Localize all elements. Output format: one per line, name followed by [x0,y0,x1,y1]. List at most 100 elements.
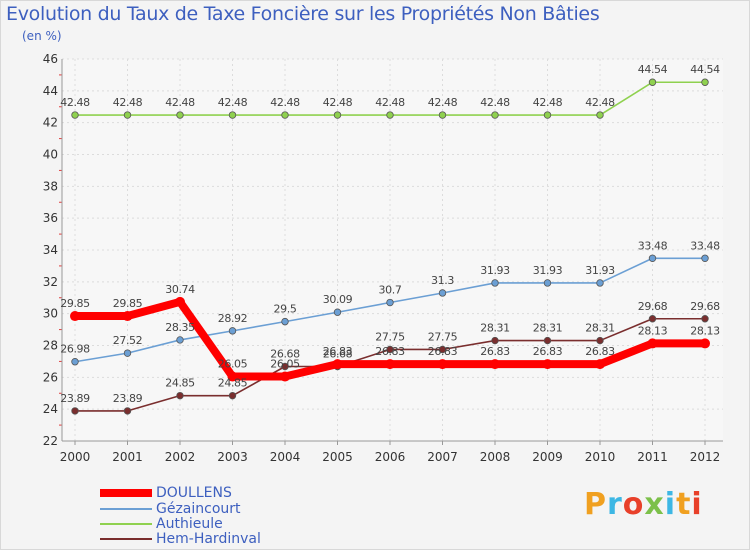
data-label-gezaincourt-2012: 33.48 [690,239,720,252]
data-point-authieule-2007 [438,111,447,119]
data-label-authieule-2006: 42.48 [375,96,405,109]
data-point-doullens-2004 [280,371,290,382]
data-label-gezaincourt-2006: 30.7 [379,284,402,297]
legend-label-authieule: Authieule [156,516,223,532]
data-point-authieule-2005 [333,111,342,119]
chart-data-labels: 29.85 29.85 30.74 26.05 26.05 26.83 26.83 26.83… [60,63,720,405]
data-label-authieule-2011: 44.54 [638,63,668,76]
data-label-authieule-2007: 42.48 [428,96,458,109]
data-label-gezaincourt-2001: 27.52 [113,334,143,347]
data-label-gezaincourt-2011: 33.48 [638,239,668,252]
y-tick-label-34: 34 [43,243,58,257]
x-tick-label-2002: 2002 [165,450,196,464]
data-label-authieule-2008: 42.48 [480,96,510,109]
data-label-authieule-2005: 42.48 [323,96,353,109]
y-tick-label-26: 26 [43,370,58,384]
data-point-hem-hardinval-2008 [491,336,499,345]
legend-label-doullens: DOULLENS [156,485,232,501]
data-point-gezaincourt-2009 [543,279,552,287]
data-point-doullens-2003 [227,371,238,382]
data-label-gezaincourt-2007: 31.3 [431,274,454,287]
data-point-gezaincourt-2001 [123,349,132,357]
x-tick-label-2003: 2003 [217,450,248,464]
data-point-gezaincourt-2004 [281,317,289,326]
x-tick-label-2010: 2010 [585,450,616,464]
data-point-gezaincourt-2003 [228,327,237,335]
data-label-doullens-2000: 29.85 [60,297,90,310]
data-label-gezaincourt-2009: 31.93 [533,264,563,277]
legend-label-gezaincourt: Gézaincourt [156,501,241,517]
data-point-authieule-2006 [386,111,394,119]
data-point-authieule-2003 [228,111,237,119]
chart-title: Evolution du Taux de Taxe Foncière sur l… [6,3,600,25]
chart-series [70,78,710,415]
y-tick-label-46: 46 [43,52,58,66]
x-tick-label-2007: 2007 [427,450,458,464]
data-label-doullens-2011: 28.13 [638,324,668,337]
data-point-authieule-2008 [491,111,499,119]
data-point-doullens-2001 [122,311,133,322]
data-point-gezaincourt-2006 [386,298,394,307]
data-point-doullens-2012 [700,338,710,349]
data-label-authieule-2003: 42.48 [218,96,248,109]
data-point-gezaincourt-2007 [438,289,447,297]
legend-swatch-hem-hardinval [100,538,152,540]
data-point-hem-hardinval-2006 [386,345,394,354]
data-label-gezaincourt-2008: 31.93 [480,264,510,277]
data-point-doullens-2009 [542,359,553,370]
data-point-authieule-2009 [543,111,552,119]
x-tick-label-2011: 2011 [637,450,668,464]
data-point-hem-hardinval-2001 [123,407,132,415]
data-label-doullens-2009: 26.83 [533,345,563,358]
data-point-hem-hardinval-2011 [648,315,657,323]
data-label-authieule-2004: 42.48 [270,96,300,109]
data-point-gezaincourt-2010 [596,279,604,287]
data-point-hem-hardinval-2010 [596,336,604,345]
data-label-authieule-2000: 42.48 [60,96,90,109]
x-tick-label-2008: 2008 [480,450,511,464]
data-point-gezaincourt-2005 [333,308,342,316]
data-label-authieule-2001: 42.48 [113,96,143,109]
data-point-authieule-2001 [123,111,132,119]
data-point-doullens-2010 [595,359,605,370]
legend-swatch-authieule [100,523,152,525]
data-label-hem-hardinval-2010: 28.31 [585,322,615,335]
y-tick-label-40: 40 [43,148,58,162]
data-label-authieule-2010: 42.48 [585,96,615,109]
data-point-authieule-2012 [701,78,709,86]
data-label-hem-hardinval-2002: 24.85 [165,377,195,390]
data-point-hem-hardinval-2012 [701,315,709,323]
data-point-authieule-2002 [176,111,184,119]
data-point-authieule-2004 [281,111,289,119]
x-tick-label-2009: 2009 [532,450,563,464]
data-point-gezaincourt-2000 [71,358,79,366]
data-point-authieule-2000 [71,111,79,119]
y-tick-label-28: 28 [43,339,58,353]
data-label-hem-hardinval-2008: 28.31 [480,322,510,335]
data-point-authieule-2010 [596,111,604,119]
data-point-gezaincourt-2011 [648,254,657,262]
y-tick-label-24: 24 [43,402,58,416]
x-tick-label-2006: 2006 [375,450,406,464]
data-label-doullens-2008: 26.83 [480,345,510,358]
x-tick-label-2001: 2001 [112,450,143,464]
data-label-authieule-2009: 42.48 [533,96,563,109]
data-label-hem-hardinval-2000: 23.89 [60,392,90,405]
data-label-doullens-2003: 26.05 [218,358,248,371]
data-label-hem-hardinval-2009: 28.31 [533,322,563,335]
data-point-doullens-2000 [70,311,80,322]
legend-item-authieule: Authieule [100,516,223,532]
data-point-hem-hardinval-2002 [176,391,184,400]
data-label-hem-hardinval-2011: 29.68 [638,300,668,313]
data-label-doullens-2007: 26.83 [428,345,458,358]
data-label-hem-hardinval-2001: 23.89 [113,392,143,405]
legend-swatch-gezaincourt [100,508,152,510]
y-tick-label-38: 38 [43,179,58,193]
data-point-hem-hardinval-2000 [71,407,79,415]
data-point-gezaincourt-2008 [491,279,499,287]
data-label-doullens-2002: 30.74 [165,283,195,296]
data-point-hem-hardinval-2004 [281,362,289,371]
x-tick-label-2005: 2005 [322,450,353,464]
legend-item-doullens: DOULLENS [100,485,232,501]
